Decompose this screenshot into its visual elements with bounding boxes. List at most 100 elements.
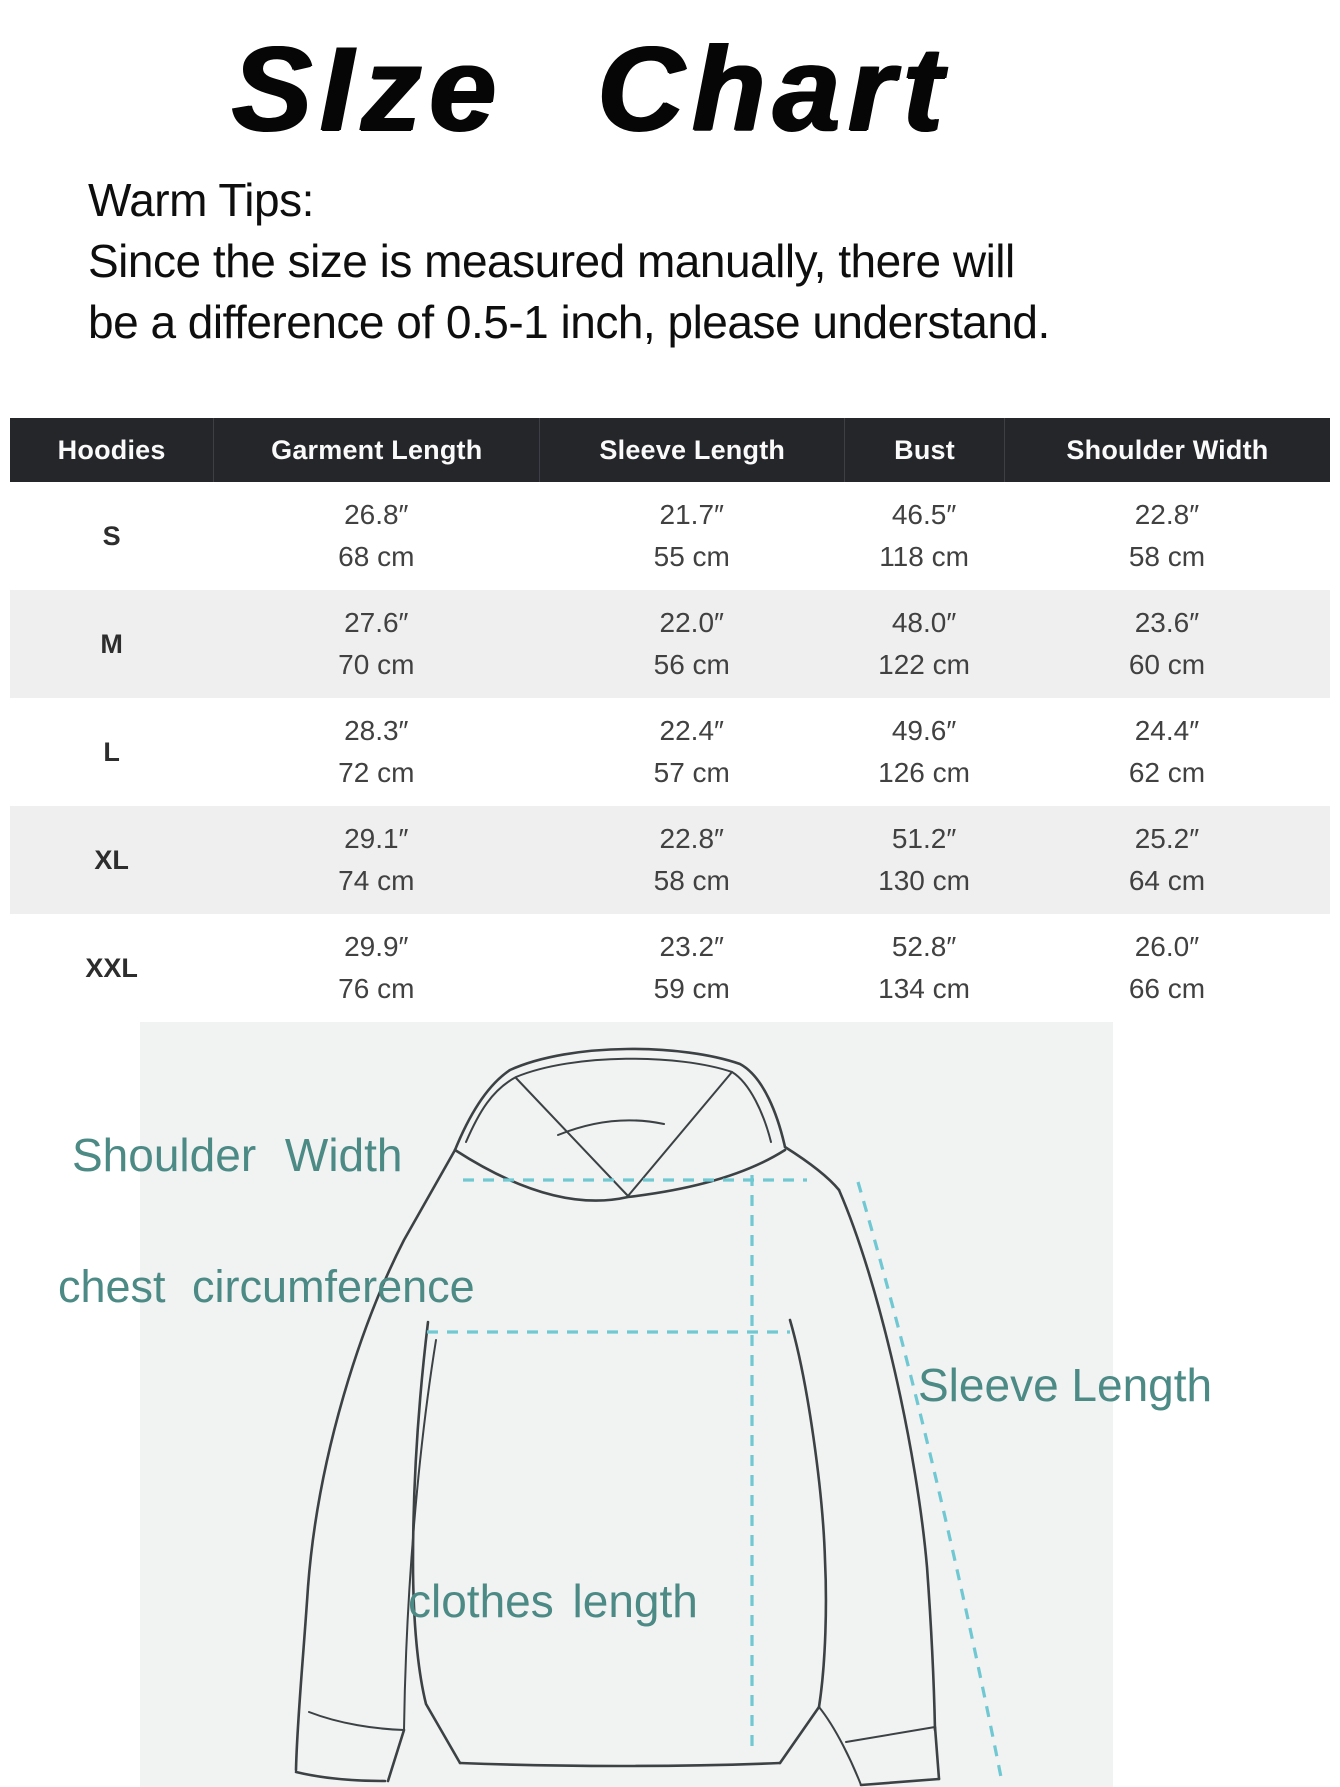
hem-right-diagonal: [778, 1705, 821, 1765]
value-inches: 22.0″: [659, 607, 724, 638]
value-cm: 74 cm: [338, 865, 415, 896]
hem-line: [458, 1761, 782, 1768]
value-inches: 22.4″: [659, 715, 724, 746]
right-shoulder-line: [783, 1145, 841, 1192]
value-inches: 27.6″: [344, 607, 409, 638]
page-title: SIze Chart: [232, 22, 951, 156]
garment-measurement-cell: 26.8″ 68 cm: [213, 482, 539, 590]
hood-vneck-right-line: [627, 1071, 733, 1197]
column-header-sleeve-length: Sleeve Length: [539, 418, 844, 482]
value-inches: 21.7″: [659, 499, 724, 530]
bust-measurement-cell: 51.2″ 130 cm: [844, 806, 1004, 914]
column-header-hoodies: Hoodies: [57, 434, 166, 465]
value-inches: 25.2″: [1134, 823, 1200, 854]
sleeve-measurement-cell: 22.4″ 57 cm: [539, 698, 844, 806]
value-inches: 23.2″: [659, 931, 724, 962]
size-table-body: S 26.8″ 68 cm 21.7″ 55 cm 46.5″ 118 cm 22.8″ 58 …: [10, 482, 1330, 1022]
left-sleeve-outer-line: [294, 1148, 457, 1772]
sleeve-measurement-cell: 22.8″ 58 cm: [539, 806, 844, 914]
value-inches: 24.4″: [1134, 715, 1200, 746]
shoulder-measurement-cell: 25.2″ 64 cm: [1004, 806, 1330, 914]
size-table: Hoodies Garment Length Sleeve Length Bus…: [10, 418, 1330, 1022]
hood-vneck-left-line: [515, 1077, 629, 1197]
garment-measurement-cell: 29.9″ 76 cm: [213, 914, 539, 1022]
shoulder-width-label: Shoulder Width: [72, 1129, 403, 1181]
value-cm: 68 cm: [338, 541, 415, 572]
left-cuff-top-line: [308, 1711, 405, 1731]
value-cm: 58 cm: [653, 865, 730, 896]
value-inches: 46.5″: [891, 499, 957, 530]
hoodie-diagram: [140, 1022, 1113, 1787]
garment-measurement-cell: 28.3″ 72 cm: [213, 698, 539, 806]
size-name: XL: [94, 844, 129, 875]
bust-measurement-cell: 48.0″ 122 cm: [844, 590, 1004, 698]
column-header-bust: Bust: [844, 418, 1004, 482]
column-header-garment-length: Garment Length: [213, 418, 539, 482]
value-inches: 26.8″: [344, 499, 409, 530]
value-cm: 64 cm: [1128, 865, 1206, 896]
collar-bottom-line: [453, 1148, 787, 1202]
value-inches: 52.8″: [891, 931, 957, 962]
value-inches: 49.6″: [891, 715, 957, 746]
right-sleeve-outer-line: [837, 1188, 937, 1732]
size-name: L: [103, 736, 120, 767]
sleeve-length-dashed-line: [856, 1181, 1003, 1778]
sleeve-measurement-cell: 21.7″ 55 cm: [539, 482, 844, 590]
size-name: XXL: [85, 952, 138, 983]
warm-tips: Warm Tips: Since the size is measured ma…: [88, 170, 1050, 353]
value-cm: 122 cm: [878, 649, 970, 680]
value-inches: 29.9″: [344, 931, 409, 962]
value-cm: 134 cm: [878, 973, 970, 1004]
sleeve-length-label: Sleeve Length: [918, 1359, 1213, 1411]
hood-inner-line: [465, 1057, 772, 1143]
right-sleeve-inner-line: [818, 1706, 862, 1786]
size-row-S: S 26.8″ 68 cm 21.7″ 55 cm 46.5″ 118 cm 22.8″ 58 …: [10, 482, 1330, 590]
garment-measurement-cell: 27.6″ 70 cm: [213, 590, 539, 698]
body-left-line: [411, 1320, 462, 1765]
value-cm: 76 cm: [338, 973, 415, 1004]
right-cuff-side-line: [933, 1725, 941, 1781]
value-cm: 57 cm: [653, 757, 730, 788]
value-cm: 66 cm: [1128, 973, 1206, 1004]
garment-measurement-cell: 29.1″ 74 cm: [213, 806, 539, 914]
clothes-length-label: clothes length: [408, 1575, 698, 1627]
warm-tips-heading: Warm Tips:: [88, 174, 314, 226]
right-cuff-top-line: [845, 1726, 936, 1743]
value-cm: 56 cm: [653, 649, 730, 680]
size-row-M: M 27.6″ 70 cm 22.0″ 56 cm 48.0″ 122 cm 23.6″ 60 …: [10, 590, 1330, 698]
shoulder-measurement-cell: 23.6″ 60 cm: [1004, 590, 1330, 698]
bust-measurement-cell: 49.6″ 126 cm: [844, 698, 1004, 806]
size-row-XL: XL 29.1″ 74 cm 22.8″ 58 cm 51.2″ 130 cm 25.2″ 64…: [10, 806, 1330, 914]
value-cm: 58 cm: [1128, 541, 1206, 572]
body-right-line: [788, 1318, 828, 1709]
value-inches: 22.8″: [659, 823, 724, 854]
value-inches: 22.8″: [1134, 499, 1200, 530]
bust-measurement-cell: 52.8″ 134 cm: [844, 914, 1004, 1022]
shoulder-measurement-cell: 24.4″ 62 cm: [1004, 698, 1330, 806]
shoulder-measurement-cell: 26.0″ 66 cm: [1004, 914, 1330, 1022]
shoulder-measurement-cell: 22.8″ 58 cm: [1004, 482, 1330, 590]
sleeve-measurement-cell: 22.0″ 56 cm: [539, 590, 844, 698]
left-cuff-bottom-line: [294, 1770, 387, 1783]
sleeve-measurement-cell: 23.2″ 59 cm: [539, 914, 844, 1022]
value-cm: 62 cm: [1128, 757, 1206, 788]
size-name: M: [100, 628, 123, 659]
hood-outer-line: [453, 1047, 787, 1152]
size-row-XXL: XXL 29.9″ 76 cm 23.2″ 59 cm 52.8″ 134 cm 26.0″ 6…: [10, 914, 1330, 1022]
value-inches: 51.2″: [891, 823, 957, 854]
value-inches: 29.1″: [344, 823, 409, 854]
bust-measurement-cell: 46.5″ 118 cm: [844, 482, 1004, 590]
chest-circumference-label: chest circumference: [58, 1261, 475, 1312]
value-inches: 48.0″: [891, 607, 957, 638]
hoodie-outline-drawing: [294, 1047, 1003, 1787]
value-cm: 55 cm: [653, 541, 730, 572]
column-header-shoulder-width: Shoulder Width: [1003, 418, 1330, 482]
value-cm: 72 cm: [338, 757, 415, 788]
value-cm: 70 cm: [338, 649, 415, 680]
value-inches: 26.0″: [1134, 931, 1200, 962]
value-cm: 118 cm: [879, 541, 969, 572]
value-inches: 28.3″: [344, 715, 409, 746]
size-table-header: Hoodies Garment Length Sleeve Length Bus…: [10, 418, 1330, 482]
value-cm: 59 cm: [653, 973, 730, 1004]
